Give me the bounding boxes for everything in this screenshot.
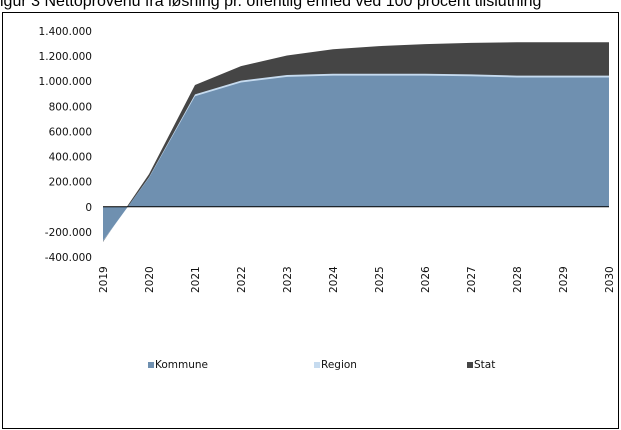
y-tick-label: 200.000 <box>49 177 92 189</box>
legend-swatch-region <box>314 362 320 368</box>
x-tick-label: 2021 <box>190 266 202 293</box>
legend-swatch-kommune <box>148 362 154 368</box>
y-tick-label: 1.200.000 <box>39 51 92 63</box>
y-tick-label: 1.400.000 <box>39 26 92 38</box>
y-tick-label: 400.000 <box>49 152 92 164</box>
legend-label-stat: Stat <box>474 359 495 371</box>
figure-caption: igur 3 Nettoprovenu fra løsning pr. offe… <box>0 0 542 10</box>
x-tick-label: 2028 <box>512 266 524 293</box>
y-tick-label: 0 <box>85 202 92 214</box>
x-tick-label: 2023 <box>282 266 294 293</box>
x-tick-label: 2027 <box>466 266 478 293</box>
x-tick-label: 2030 <box>604 266 616 293</box>
legend-swatch-stat <box>467 362 473 368</box>
x-tick-label: 2022 <box>236 266 248 293</box>
x-tick-label: 2029 <box>558 266 570 293</box>
y-tick-label: 1.000.000 <box>39 76 92 88</box>
y-tick-label: -400.000 <box>45 252 92 264</box>
x-tick-label: 2024 <box>328 266 340 293</box>
x-tick-label: 2026 <box>420 266 432 293</box>
x-tick-label: 2025 <box>374 266 386 293</box>
legend-label-kommune: Kommune <box>155 359 208 371</box>
y-tick-label: -200.000 <box>45 227 92 239</box>
series-area-kommune <box>103 75 609 241</box>
y-tick-label: 800.000 <box>49 101 92 113</box>
x-tick-label: 2019 <box>98 266 110 293</box>
x-tick-label: 2020 <box>144 266 156 293</box>
y-tick-label: 600.000 <box>49 126 92 138</box>
legend-label-region: Region <box>321 359 357 371</box>
